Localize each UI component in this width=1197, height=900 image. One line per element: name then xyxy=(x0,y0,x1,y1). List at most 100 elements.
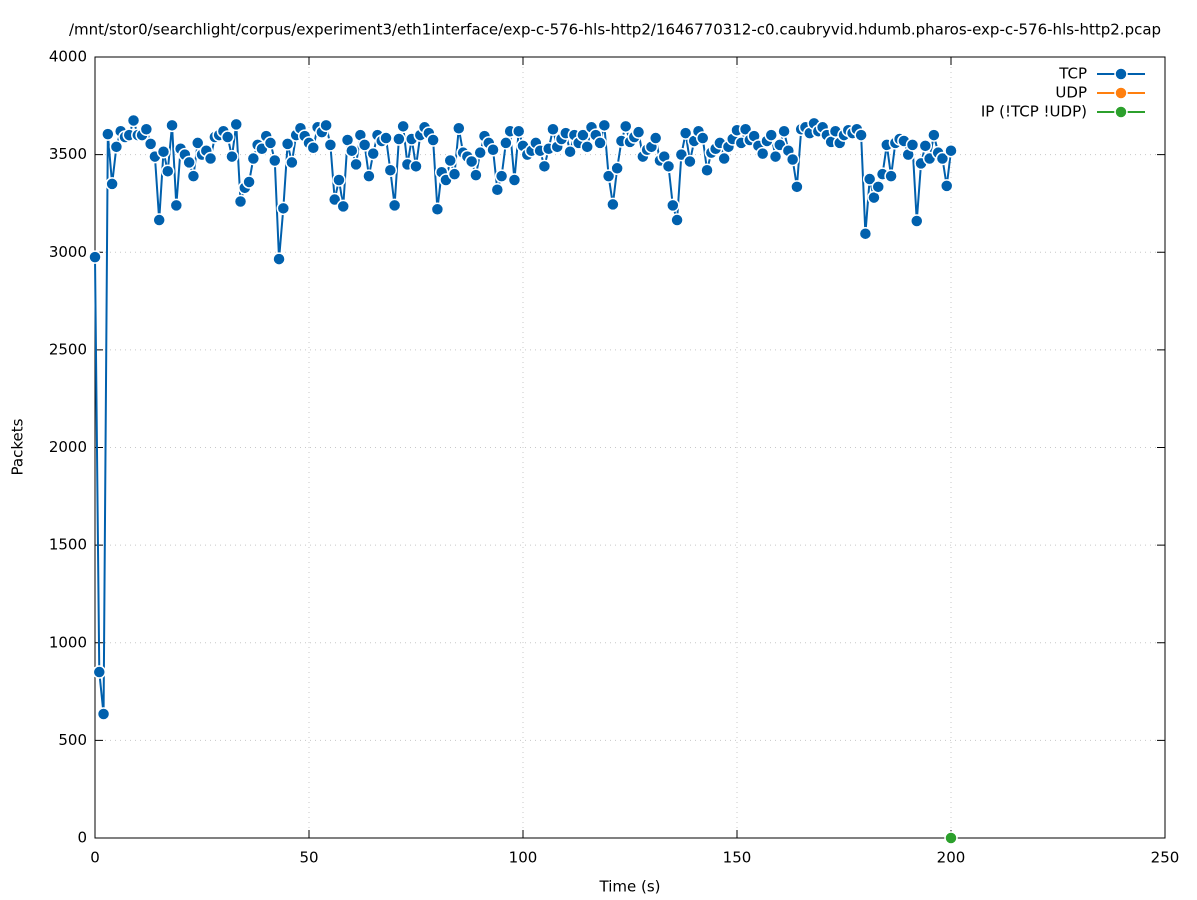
y-tick-label: 3000 xyxy=(49,243,87,261)
data-point xyxy=(678,126,693,140)
data-point xyxy=(229,117,243,132)
data-point xyxy=(268,153,282,168)
x-axis-label: Time (s) xyxy=(599,878,661,896)
y-tick-label: 1500 xyxy=(49,536,87,554)
data-point xyxy=(280,137,295,151)
data-point xyxy=(755,146,770,161)
data-point xyxy=(674,147,689,162)
data-point xyxy=(927,128,941,142)
data-point xyxy=(905,138,920,152)
data-point xyxy=(332,173,346,187)
data-point xyxy=(182,155,196,170)
data-point xyxy=(494,169,509,183)
data-point xyxy=(323,138,338,152)
data-point xyxy=(242,175,256,189)
data-point xyxy=(357,138,372,152)
data-point xyxy=(486,142,500,157)
data-point xyxy=(511,124,526,138)
data-point xyxy=(944,143,958,158)
data-point xyxy=(96,707,111,721)
data-point xyxy=(469,168,483,182)
x-tick-label: 250 xyxy=(1151,849,1180,867)
data-point xyxy=(610,161,624,176)
data-point xyxy=(101,127,115,141)
data-point xyxy=(152,213,166,227)
data-point xyxy=(858,226,873,241)
data-point xyxy=(161,164,175,178)
legend-label: UDP xyxy=(1055,84,1087,102)
data-point xyxy=(580,140,594,154)
data-point xyxy=(944,831,958,845)
data-point xyxy=(884,169,898,183)
data-point xyxy=(785,152,800,167)
data-point xyxy=(666,198,680,213)
data-point xyxy=(379,131,393,145)
data-point xyxy=(190,136,205,150)
data-point xyxy=(499,136,513,150)
data-point xyxy=(165,118,179,133)
data-point xyxy=(203,151,218,166)
data-point xyxy=(597,118,612,133)
data-point xyxy=(473,145,487,160)
data-point xyxy=(935,151,950,166)
data-point xyxy=(327,192,342,207)
data-point xyxy=(396,119,410,134)
legend-label: TCP xyxy=(1058,65,1087,83)
data-point xyxy=(601,169,616,183)
data-point xyxy=(593,136,607,150)
data-point xyxy=(447,167,462,181)
data-point xyxy=(186,169,201,183)
y-tick-label: 1000 xyxy=(49,633,87,651)
data-point xyxy=(546,122,560,136)
data-point xyxy=(777,124,791,138)
data-point xyxy=(392,132,406,146)
chart-title: /mnt/stor0/searchlight/corpus/experiment… xyxy=(69,21,1161,39)
x-tick-label: 0 xyxy=(90,849,100,867)
data-point xyxy=(683,154,697,169)
legend-marker xyxy=(1114,86,1128,100)
data-point xyxy=(272,252,286,266)
data-point xyxy=(409,159,423,174)
data-point xyxy=(618,119,633,134)
data-point xyxy=(383,163,398,177)
y-tick-label: 3500 xyxy=(49,145,87,163)
data-point xyxy=(233,194,248,209)
data-point xyxy=(366,146,380,161)
data-point xyxy=(156,144,171,159)
data-point xyxy=(285,155,299,170)
data-point xyxy=(105,177,119,191)
x-tick-label: 200 xyxy=(937,849,966,867)
data-point xyxy=(790,180,804,194)
x-tick-label: 150 xyxy=(723,849,752,867)
data-point xyxy=(768,149,783,164)
data-point xyxy=(871,180,885,194)
data-point xyxy=(862,172,877,186)
data-point xyxy=(670,213,684,227)
data-point xyxy=(854,128,868,142)
data-point xyxy=(648,131,663,145)
data-point xyxy=(319,118,333,133)
data-point xyxy=(88,250,102,264)
data-point xyxy=(263,136,278,150)
data-point xyxy=(910,214,924,228)
y-tick-label: 2000 xyxy=(49,438,87,456)
data-point xyxy=(606,197,620,212)
x-tick-label: 100 xyxy=(509,849,538,867)
data-point xyxy=(764,128,778,142)
data-point xyxy=(443,153,457,168)
y-tick-label: 4000 xyxy=(49,48,87,66)
data-point xyxy=(306,141,321,155)
data-point xyxy=(700,163,714,177)
data-point xyxy=(345,143,359,158)
data-point xyxy=(464,154,479,169)
legend-marker xyxy=(1114,67,1128,81)
data-point xyxy=(661,159,676,174)
data-point xyxy=(109,140,124,154)
data-point xyxy=(349,157,363,172)
data-point xyxy=(139,122,154,136)
y-axis-label: Packets xyxy=(9,418,27,475)
y-tick-label: 0 xyxy=(77,829,87,847)
data-point xyxy=(276,201,291,216)
data-point xyxy=(336,199,350,214)
